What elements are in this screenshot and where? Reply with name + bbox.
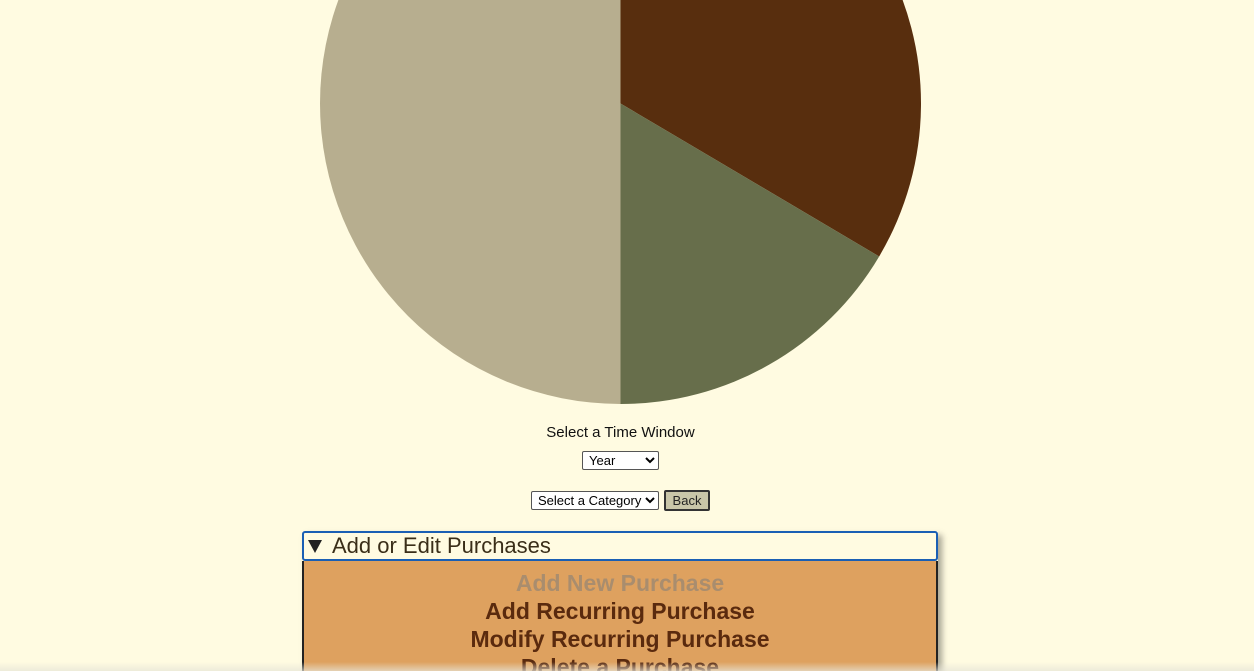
time-window-label: Select a Time Window: [546, 424, 695, 441]
pie-chart: [320, 0, 921, 404]
add-new-purchase-link[interactable]: Add New Purchase: [515, 570, 725, 596]
add-recurring-purchase-link[interactable]: Add Recurring Purchase: [485, 598, 755, 624]
triangle-down-icon: [308, 539, 322, 553]
purchases-panel-toggle[interactable]: Add or Edit Purchases: [302, 531, 938, 561]
purchases-panel: Add or Edit Purchases Add New Purchase A…: [302, 531, 938, 671]
pie-slice-3: [320, 0, 621, 404]
pie-slice-1: [620, 0, 921, 257]
pie-slice-2: [620, 103, 880, 404]
back-button[interactable]: Back: [664, 490, 710, 511]
purchases-menu: Add New Purchase Add Recurring Purchase …: [302, 561, 938, 671]
pie-chart-svg: [320, 0, 921, 404]
purchases-panel-title: Add or Edit Purchases: [332, 533, 551, 558]
bottom-shadow-strip: [0, 662, 1254, 671]
time-window-select[interactable]: Year: [582, 451, 659, 470]
category-select[interactable]: Select a Category: [531, 491, 659, 510]
modify-recurring-purchase-link[interactable]: Modify Recurring Purchase: [470, 626, 770, 652]
